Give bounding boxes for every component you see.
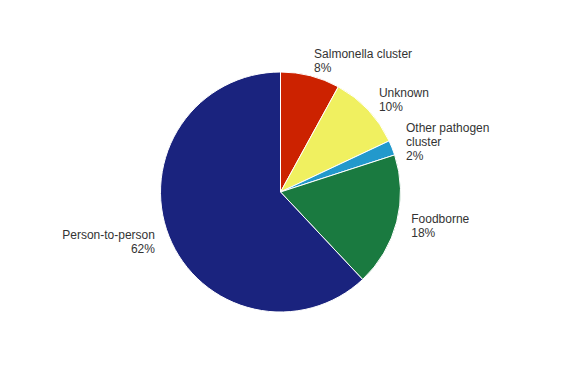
svg-text:Foodborne18%: Foodborne18% xyxy=(411,212,469,240)
svg-text:Person-to-person62%: Person-to-person62% xyxy=(62,228,155,256)
svg-text:Other pathogencluster2%: Other pathogencluster2% xyxy=(406,121,489,163)
svg-text:Unknown10%: Unknown10% xyxy=(379,86,429,114)
svg-text:Salmonella cluster8%: Salmonella cluster8% xyxy=(314,47,412,75)
